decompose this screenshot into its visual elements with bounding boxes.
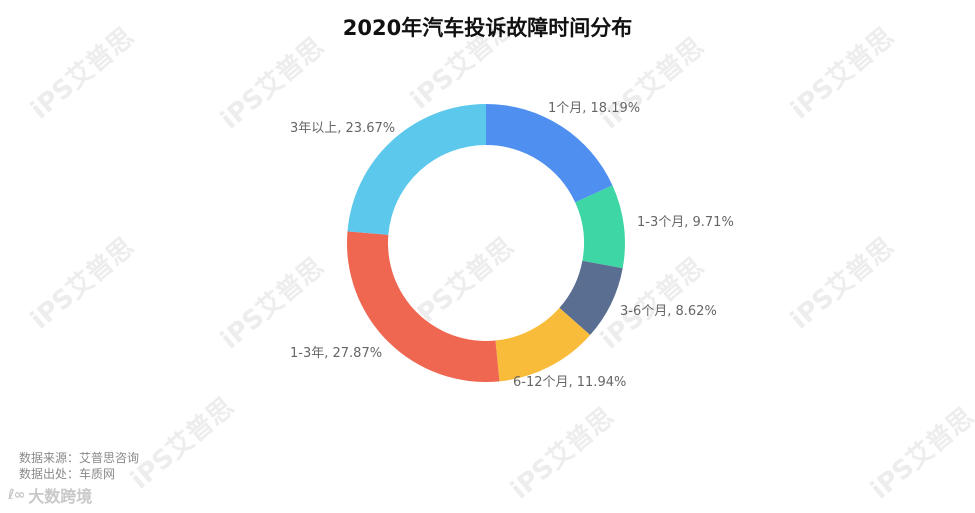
donut-slice-3 (559, 260, 623, 336)
slice-label-6: 3年以上, 23.67% (290, 121, 395, 136)
data-origin-line: 数据出处：车质网 (19, 467, 116, 481)
slice-label-5: 1-3年, 27.87% (290, 346, 382, 361)
donut-slice-1 (486, 104, 613, 203)
donut-slice-4 (495, 307, 591, 382)
watermark-text: iPS艾普思 (785, 231, 900, 335)
brand-logo: ℓ∞ 大数跨境 (8, 484, 92, 506)
donut-slice-6 (347, 104, 486, 235)
slice-label-4: 6-12个月, 11.94% (513, 375, 626, 390)
chart-title: 2020年汽车投诉故障时间分布 (342, 16, 633, 40)
donut-slice-5 (346, 231, 500, 382)
brand-name: 大数跨境 (28, 487, 93, 506)
watermark-layer: iPS艾普思 iPS艾普思 iPS艾普思 iPS艾普思 iPS艾普思 iPS艾普思 iPS艾… (25, 11, 975, 505)
slice-label-2: 1-3个月, 9.71% (637, 215, 734, 230)
brand-mark-icon: ℓ∞ (8, 487, 25, 503)
slice-label-3: 3-6个月, 8.62% (620, 304, 717, 319)
watermark-text: iPS艾普思 (215, 31, 330, 135)
slice-labels: 1个月, 18.19% 1-3个月, 9.71% 3-6个月, 8.62% 6-12个… (290, 101, 734, 390)
watermark-text: iPS艾普思 (125, 391, 240, 495)
data-source-line: 数据来源：艾普思咨询 (19, 451, 140, 465)
donut-slices (346, 104, 625, 382)
watermark-text: iPS艾普思 (505, 401, 620, 505)
watermark-text: iPS艾普思 (595, 31, 710, 135)
slice-label-1: 1个月, 18.19% (548, 101, 640, 116)
watermark-text: iPS艾普思 (215, 251, 330, 355)
donut-slice-2 (575, 185, 625, 269)
watermark-text: iPS艾普思 (865, 401, 975, 505)
watermark-text: iPS艾普思 (25, 231, 140, 335)
